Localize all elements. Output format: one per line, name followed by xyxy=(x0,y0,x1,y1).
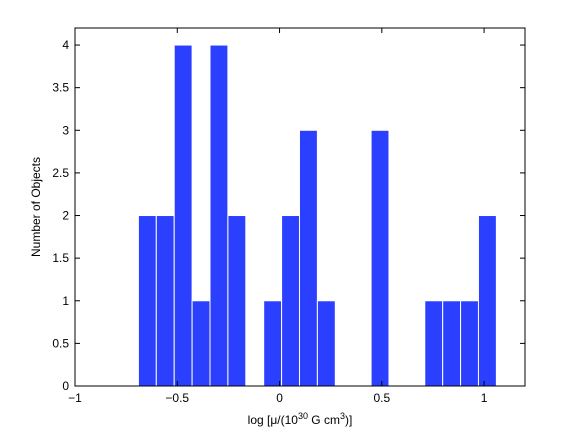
histogram-bar-10 xyxy=(316,300,336,387)
y-tick-label-3: 1.5 xyxy=(52,251,69,265)
axes-box xyxy=(74,27,526,387)
x-axis-label-sup-30: 30 xyxy=(298,411,308,421)
histogram-bar-9 xyxy=(298,129,318,387)
x-tick-label-3: 0.5 xyxy=(373,391,390,405)
histogram-bar-8 xyxy=(281,215,300,387)
histogram-bar-13 xyxy=(370,129,390,387)
histogram-bar-3 xyxy=(191,300,211,387)
histogram-bar-18 xyxy=(460,300,479,387)
histogram-bar-1 xyxy=(155,215,175,387)
y-tick-label-0: 0 xyxy=(62,379,69,393)
x-axis-label-mid: G cm xyxy=(308,413,340,427)
histogram-bar-19 xyxy=(477,215,497,387)
y-tick-label-4: 2 xyxy=(62,209,69,223)
histogram-bar-7 xyxy=(263,300,283,387)
histogram-bar-2 xyxy=(173,44,193,387)
y-tick-label-1: 0.5 xyxy=(52,336,69,350)
histogram-bar-17 xyxy=(442,300,462,387)
bars-group xyxy=(137,44,497,387)
y-axis-label: Number of Objects xyxy=(29,157,43,257)
x-tick-label-0: −1 xyxy=(68,391,82,405)
y-tick-label-5: 2.5 xyxy=(52,166,69,180)
y-tick-label-7: 3.5 xyxy=(52,81,69,95)
x-tick-label-1: −0.5 xyxy=(165,391,189,405)
y-tick-label-2: 1 xyxy=(62,294,69,308)
histogram-bar-4 xyxy=(209,44,229,387)
x-tick-label-2: 0 xyxy=(276,391,283,405)
histogram-bar-16 xyxy=(424,300,444,387)
ticks-group: −1 −0.5 0 0.5 1 0 0.5 1 1.5 2 2.5 3 3.5 4 xyxy=(52,28,525,405)
x-axis-label-prefix: log [μ/(10 xyxy=(248,413,299,427)
x-tick-label-4: 1 xyxy=(481,391,488,405)
histogram-bar-0 xyxy=(137,215,157,387)
y-tick-label-6: 3 xyxy=(62,123,69,137)
x-axis-label-sup-3: 3 xyxy=(340,411,345,421)
x-axis-label-suffix: )] xyxy=(345,413,352,427)
x-axis-label: log [μ/(1030 G cm3)] xyxy=(248,411,353,427)
y-tick-label-8: 4 xyxy=(62,38,69,52)
histogram-bar-5 xyxy=(227,215,247,387)
